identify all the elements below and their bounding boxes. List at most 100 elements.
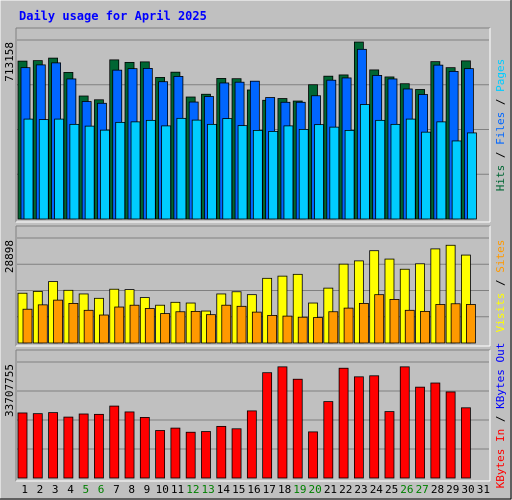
bar-sites-day-5 [83, 309, 94, 344]
panel-hits: 713158 Hits / Files / Pages [3, 27, 507, 223]
bar-sites-day-8 [129, 304, 140, 344]
bar-kbin-day-2 [32, 413, 43, 479]
bar-sites-day-15 [236, 305, 247, 344]
bar-kbin-day-28 [430, 382, 441, 479]
bar-kbin-day-6 [94, 413, 104, 479]
side-label: Hits / Files / Pages [494, 59, 507, 192]
bar-sites-day-2 [37, 304, 48, 344]
bar-kbin-day-14 [216, 425, 227, 479]
bar-sites-day-7 [114, 306, 125, 344]
bar-kbin-day-8 [124, 411, 135, 479]
bar-pages-day-9 [145, 119, 156, 220]
bar-pages-day-19 [298, 128, 309, 220]
x-tick-label-27: 27 [416, 483, 429, 496]
bar-sites-day-24 [374, 294, 385, 344]
chart-title: Daily usage for April 2025 [19, 9, 207, 23]
bar-kbin-day-1 [17, 412, 28, 479]
bar-sites-day-9 [144, 308, 155, 344]
bar-sites-day-22 [343, 307, 354, 344]
bar-pages-day-22 [344, 129, 355, 220]
x-tick-label-7: 7 [113, 483, 120, 496]
x-tick-label-18: 18 [278, 483, 291, 496]
bar-pages-day-23 [359, 104, 370, 220]
bar-sites-day-16 [251, 311, 262, 344]
bar-kbin-day-27 [415, 386, 425, 479]
bar-sites-day-30 [466, 304, 476, 344]
bar-kbin-day-17 [262, 372, 273, 479]
bar-kbin-day-4 [63, 416, 74, 479]
bar-sites-day-12 [190, 310, 201, 344]
x-tick-label-9: 9 [144, 483, 151, 496]
x-tick-label-14: 14 [217, 483, 231, 496]
bar-kbin-day-20 [308, 431, 318, 479]
bar-pages-day-13 [207, 123, 217, 220]
bar-sites-day-18 [282, 315, 293, 344]
bar-sites-day-28 [435, 304, 446, 344]
x-tick-label-12: 12 [186, 483, 199, 496]
bar-visits-day-26 [399, 268, 410, 344]
x-tick-label-4: 4 [67, 483, 74, 496]
x-tick-label-2: 2 [37, 483, 44, 496]
bar-visits-day-18 [277, 275, 288, 344]
bar-sites-day-26 [404, 309, 415, 344]
x-tick-label-25: 25 [385, 483, 398, 496]
bar-sites-day-20 [313, 317, 323, 344]
bar-pages-day-24 [375, 119, 386, 220]
x-tick-label-17: 17 [263, 483, 276, 496]
bar-kbin-day-19 [292, 378, 303, 479]
bar-pages-day-16 [252, 129, 263, 220]
bar-pages-day-18 [283, 125, 294, 220]
y-max-label: 28898 [3, 240, 16, 273]
x-tick-label-15: 15 [232, 483, 245, 496]
x-tick-label-3: 3 [52, 483, 59, 496]
bar-kbin-day-25 [384, 411, 395, 479]
bar-pages-day-27 [421, 131, 431, 220]
y-max-label: 33707755 [3, 364, 16, 417]
x-tick-label-20: 20 [309, 483, 322, 496]
bar-sites-day-1 [22, 308, 33, 344]
x-tick-label-11: 11 [171, 483, 184, 496]
bar-pages-day-20 [314, 124, 324, 220]
bar-pages-day-30 [467, 132, 477, 220]
panel-kbin: 33707755 KBytes In / KBytes Out [3, 343, 507, 489]
bar-sites-day-19 [297, 316, 308, 344]
bar-pages-day-6 [100, 129, 110, 220]
bar-sites-day-25 [389, 298, 400, 344]
x-tick-label-30: 30 [461, 483, 474, 496]
bar-pages-day-11 [176, 117, 187, 220]
bar-kbin-day-29 [445, 391, 456, 479]
x-tick-label-1: 1 [21, 483, 28, 496]
bar-pages-day-26 [405, 118, 416, 220]
bar-kbin-day-21 [323, 401, 334, 479]
bar-sites-day-23 [358, 302, 369, 344]
bar-sites-day-4 [68, 302, 79, 344]
x-tick-label-6: 6 [98, 483, 105, 496]
bar-sites-day-17 [267, 314, 278, 344]
bar-visits-day-22 [338, 263, 349, 344]
x-tick-label-5: 5 [82, 483, 89, 496]
bar-visits-day-30 [461, 254, 471, 344]
bar-sites-day-10 [160, 313, 171, 344]
bar-pages-day-7 [115, 121, 126, 220]
x-tick-label-31: 31 [477, 483, 490, 496]
x-tick-label-21: 21 [324, 483, 337, 496]
bar-kbin-day-22 [338, 367, 349, 479]
bar-pages-day-12 [191, 119, 202, 220]
bar-pages-day-2 [38, 119, 49, 220]
bar-pages-day-8 [130, 121, 141, 220]
bar-sites-day-6 [99, 314, 109, 344]
bar-visits-day-23 [353, 260, 364, 344]
bar-sites-day-3 [53, 299, 63, 344]
bar-kbin-day-18 [277, 366, 288, 479]
x-tick-label-28: 28 [431, 483, 444, 496]
bar-visits-day-17 [262, 277, 273, 344]
bar-sites-day-13 [206, 314, 216, 344]
bar-kbin-day-5 [78, 413, 89, 479]
bar-sites-day-29 [450, 303, 461, 344]
bar-pages-day-15 [237, 125, 248, 220]
bar-sites-day-14 [221, 304, 232, 344]
x-tick-label-29: 29 [446, 483, 459, 496]
x-tick-label-8: 8 [128, 483, 135, 496]
bar-pages-day-4 [69, 123, 80, 220]
